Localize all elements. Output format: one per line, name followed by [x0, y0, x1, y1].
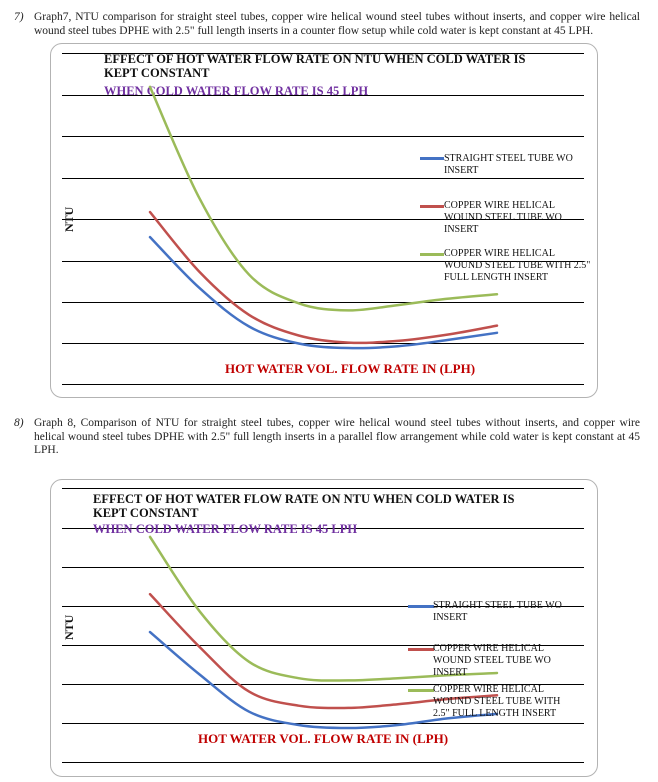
gridline — [62, 343, 584, 344]
gridline — [62, 136, 584, 137]
legend-swatch-straight — [408, 605, 434, 608]
gridline — [62, 261, 584, 262]
figure-caption-7: 7) Graph7, NTU comparison for straight s… — [14, 11, 640, 39]
chart-2-x-axis-label: HOT WATER VOL. FLOW RATE IN (LPH) — [198, 731, 449, 746]
gridline — [62, 219, 584, 220]
chart-1-title: EFFECT OF HOT WATER FLOW RATE ON NTU WHE… — [104, 52, 526, 80]
caption-number: 7) — [14, 11, 24, 23]
legend-label-copper-no-insert: COPPER WIRE HELICAL WOUND STEEL TUBE WO … — [433, 643, 551, 678]
series-line-copper-with-insert — [148, 535, 499, 682]
legend-label-straight: STRAIGHT STEEL TUBE WO INSERT — [444, 153, 573, 176]
legend-label-copper-with-insert: COPPER WIRE HELICAL WOUND STEEL TUBE WIT… — [433, 684, 561, 719]
figure-caption-8: 8) Graph 8, Comparison of NTU for straig… — [14, 417, 640, 459]
gridline — [62, 95, 584, 96]
gridline — [62, 178, 584, 179]
gridline — [62, 684, 584, 685]
gridline — [62, 606, 584, 607]
series-line-straight — [148, 235, 499, 350]
gridline — [62, 384, 584, 385]
gridline — [62, 53, 584, 54]
gridline — [62, 488, 584, 489]
legend-label-copper-with-insert: COPPER WIRE HELICAL WOUND STEEL TUBE WIT… — [444, 248, 591, 283]
gridline — [62, 567, 584, 568]
legend-swatch-copper-no-insert — [408, 648, 434, 651]
gridline — [62, 528, 584, 529]
series-line-copper-no-insert — [148, 210, 499, 345]
legend-swatch-copper-with-insert — [420, 253, 444, 256]
caption-number: 8) — [14, 417, 24, 429]
chart-1-x-axis-label: HOT WATER VOL. FLOW RATE IN (LPH) — [225, 361, 476, 376]
legend-swatch-copper-with-insert — [408, 689, 434, 692]
chart-1-subtitle: WHEN COLD WATER FLOW RATE IS 45 LPH — [104, 84, 369, 98]
legend-swatch-copper-no-insert — [420, 205, 444, 208]
legend-label-copper-no-insert: COPPER WIRE HELICAL WOUND STEEL TUBE WO … — [444, 200, 562, 235]
legend-label-straight: STRAIGHT STEEL TUBE WO INSERT — [433, 600, 562, 623]
chart-2-subtitle: WHEN COLD WATER FLOW RATE IS 45 LPH — [93, 522, 358, 536]
chart-2-title: EFFECT OF HOT WATER FLOW RATE ON NTU WHE… — [93, 492, 515, 520]
series-line-copper-no-insert — [148, 592, 499, 710]
caption-text: Graph 8, Comparison of NTU for straight … — [34, 417, 640, 456]
series-line-straight — [148, 630, 499, 730]
gridline — [62, 723, 584, 724]
caption-text: Graph7, NTU comparison for straight stee… — [34, 11, 640, 37]
gridline — [62, 762, 584, 763]
legend-swatch-straight — [420, 157, 444, 160]
series-line-copper-with-insert — [148, 85, 499, 312]
gridline — [62, 302, 584, 303]
gridline — [62, 645, 584, 646]
chart-1-frame — [50, 43, 598, 398]
